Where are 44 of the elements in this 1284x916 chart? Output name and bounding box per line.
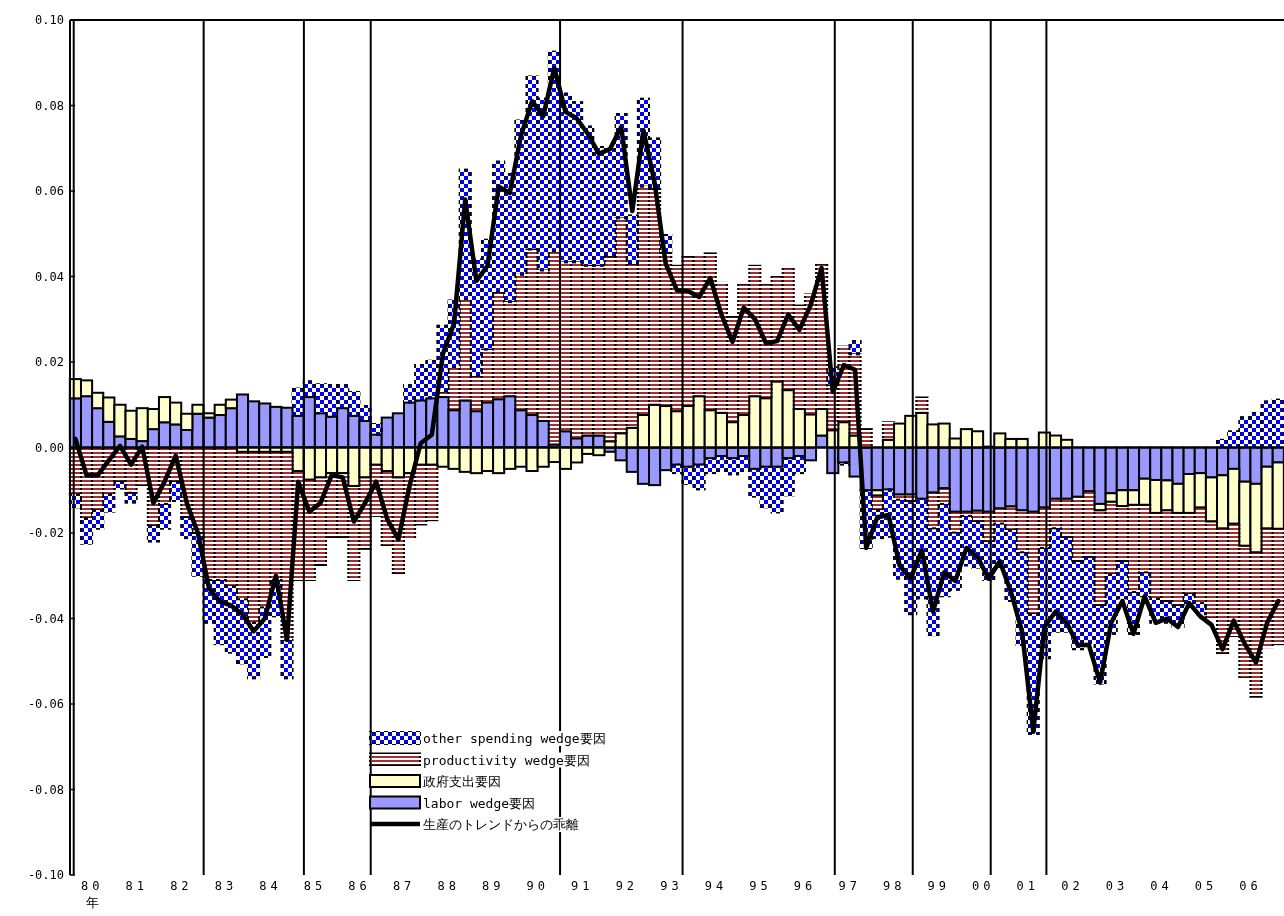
x-tick-label: 03: [1105, 879, 1129, 893]
x-tick-label: 84: [259, 879, 282, 893]
x-axis-title: 年: [85, 895, 99, 910]
x-tick-label: 02: [1061, 879, 1084, 893]
x-tick-label: 92: [615, 879, 639, 893]
x-tick-label: 96: [793, 879, 817, 893]
legend-label: other spending wedge要因: [423, 731, 606, 746]
x-tick-label: 81: [125, 879, 149, 893]
x-tick-label: 98: [882, 879, 906, 893]
x-tick-label: 04: [1150, 879, 1173, 893]
y-tick-label: 0.00: [35, 440, 64, 455]
y-tick-label: -0.08: [27, 782, 64, 797]
x-tick-label: 00: [972, 879, 995, 893]
x-tick-label: 83: [214, 879, 238, 893]
x-tick-label: 95: [749, 879, 772, 893]
x-tick-label: 06: [1239, 879, 1262, 893]
x-tick-label: 89: [482, 879, 505, 893]
x-tick-label: 94: [704, 879, 728, 893]
y-tick-label: 0.04: [35, 269, 64, 284]
x-tick-label: 82: [170, 879, 193, 893]
x-tick-label: 93: [660, 879, 683, 893]
x-tick-label: 01: [1016, 879, 1040, 893]
x-tick-label: 85: [303, 879, 327, 893]
y-tick-label: -0.02: [27, 526, 64, 540]
x-tick-label: 97: [838, 879, 861, 893]
x-tick-label: 87: [392, 879, 416, 893]
y-tick-label: 0.02: [35, 355, 64, 369]
x-tick-label: 86: [348, 879, 371, 893]
legend-label: 政府支出要因: [423, 774, 501, 789]
y-tick-label: -0.06: [27, 697, 64, 711]
legend-label: labor wedge要因: [423, 795, 536, 811]
x-tick-label: 90: [526, 879, 550, 893]
y-tick-label: 0.06: [35, 184, 64, 198]
legend-label: productivity wedge要因: [423, 752, 590, 768]
x-tick-label: 05: [1194, 879, 1218, 893]
x-tick-label: 80: [81, 879, 104, 893]
y-tick-label: 0.08: [35, 98, 64, 113]
legend-label: 生産のトレンドからの乖離: [423, 817, 579, 832]
y-tick-label: -0.10: [27, 868, 64, 882]
y-tick-label: 0.10: [35, 13, 64, 27]
x-tick-label: 91: [571, 879, 594, 893]
y-tick-label: -0.04: [27, 611, 64, 626]
x-tick-label: 88: [437, 879, 460, 893]
x-tick-label: 99: [927, 879, 950, 893]
